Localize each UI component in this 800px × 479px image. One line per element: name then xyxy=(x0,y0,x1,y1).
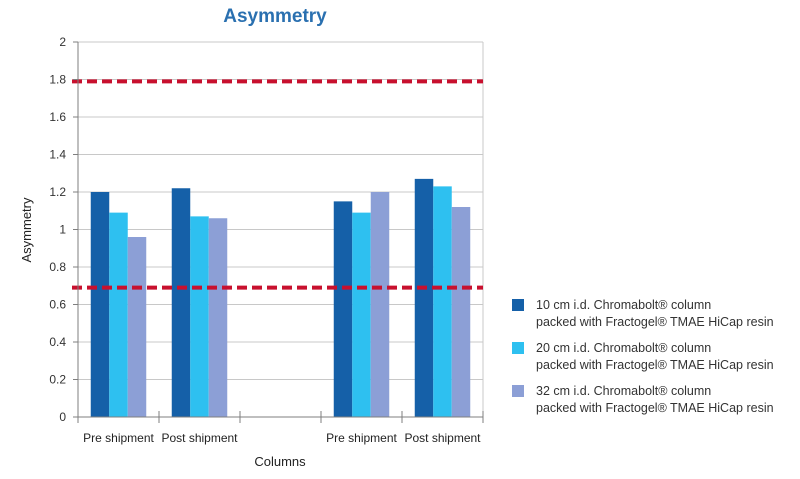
bar xyxy=(90,192,110,417)
legend-label: packed with Fractogel® TMAE HiCap resin xyxy=(536,315,774,329)
y-tick-label: 0 xyxy=(59,410,66,424)
y-tick-label: 0.6 xyxy=(49,298,66,312)
category-label: Pre shipment xyxy=(83,431,154,445)
axes xyxy=(73,41,484,423)
y-axis-label: Asymmetry xyxy=(19,197,34,263)
category-labels: Pre shipment Post shipment Pre shipment Pos… xyxy=(83,431,481,445)
bar xyxy=(127,237,147,417)
y-tick-label: 0.4 xyxy=(49,335,66,349)
bars xyxy=(90,178,471,417)
legend: 10 cm i.d. Chromabolt® column packed with… xyxy=(512,298,774,415)
legend-swatch xyxy=(512,342,524,354)
bar xyxy=(190,216,209,417)
bar xyxy=(208,218,228,417)
legend-label: 20 cm i.d. Chromabolt® column xyxy=(536,341,711,355)
bar xyxy=(414,178,434,417)
y-tick-label: 0.8 xyxy=(49,260,66,274)
category-label: Pre shipment xyxy=(326,431,397,445)
category-label: Post shipment xyxy=(404,431,481,445)
category-label: Post shipment xyxy=(161,431,238,445)
bar xyxy=(352,212,371,417)
bar xyxy=(451,207,471,417)
legend-swatch xyxy=(512,385,524,397)
y-tick-label: 1.8 xyxy=(49,73,66,87)
legend-label: 32 cm i.d. Chromabolt® column xyxy=(536,384,711,398)
legend-label: packed with Fractogel® TMAE HiCap resin xyxy=(536,401,774,415)
legend-swatch xyxy=(512,299,524,311)
x-axis-label: Columns xyxy=(254,454,306,469)
y-tick-label: 1.4 xyxy=(49,148,66,162)
y-tick-label: 1.2 xyxy=(49,185,66,199)
y-tick-labels: 0 0.2 0.4 0.6 0.8 1 1.2 1.4 1.6 1.8 2 xyxy=(49,35,66,424)
bar xyxy=(171,188,191,417)
y-tick-label: 1.6 xyxy=(49,110,66,124)
bar xyxy=(370,192,390,417)
bar xyxy=(109,212,128,417)
reference-lines xyxy=(72,79,483,290)
y-tick-label: 1 xyxy=(59,223,66,237)
y-tick-label: 2 xyxy=(59,35,66,49)
bar xyxy=(433,186,452,417)
chart-title: Asymmetry xyxy=(223,6,327,27)
y-tick-label: 0.2 xyxy=(49,373,66,387)
legend-label: packed with Fractogel® TMAE HiCap resin xyxy=(536,358,774,372)
legend-label: 10 cm i.d. Chromabolt® column xyxy=(536,298,711,312)
bar xyxy=(333,201,353,417)
